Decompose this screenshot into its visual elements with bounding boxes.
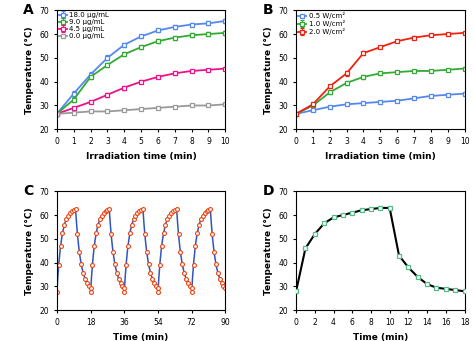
X-axis label: Irradiation time (min): Irradiation time (min) (86, 151, 197, 161)
X-axis label: Irradiation time (min): Irradiation time (min) (325, 151, 436, 161)
Text: A: A (23, 3, 34, 17)
Text: D: D (263, 184, 274, 198)
Y-axis label: Temperature (°C): Temperature (°C) (264, 26, 273, 114)
X-axis label: Time (min): Time (min) (113, 332, 169, 341)
Y-axis label: Temperature (°C): Temperature (°C) (25, 207, 34, 295)
Text: C: C (23, 184, 34, 198)
X-axis label: Time (min): Time (min) (353, 332, 408, 341)
Text: B: B (263, 3, 273, 17)
Y-axis label: Temperature (°C): Temperature (°C) (25, 26, 34, 114)
Legend: 18.0 μg/mL, 9.0 μg/mL, 4.5 μg/mL, 0.0 μg/mL: 18.0 μg/mL, 9.0 μg/mL, 4.5 μg/mL, 0.0 μg… (58, 12, 110, 40)
Legend: 0.5 W/cm², 1.0 W/cm², 2.0 W/cm²: 0.5 W/cm², 1.0 W/cm², 2.0 W/cm² (298, 12, 346, 36)
Y-axis label: Temperature (°C): Temperature (°C) (264, 207, 273, 295)
